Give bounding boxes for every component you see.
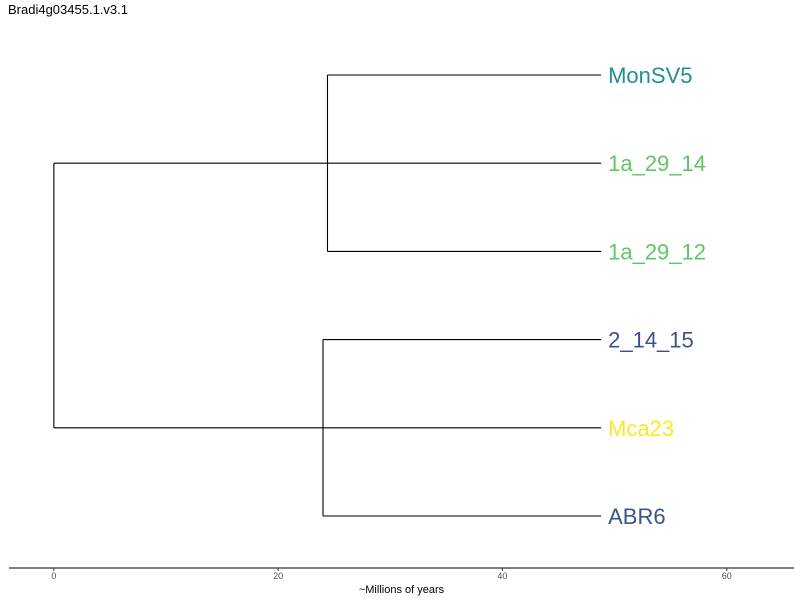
tip-label: ABR6 xyxy=(608,504,665,529)
tip-labels: MonSV5 1a_29_14 1a_29_12 2_14_15 Mca23 ABR6 xyxy=(608,63,706,529)
x-tick-label: 20 xyxy=(273,571,283,581)
x-axis-title: ~Millions of years xyxy=(359,584,445,596)
tip-label: 2_14_15 xyxy=(608,328,694,353)
tip-label: 1a_29_12 xyxy=(608,239,706,264)
x-axis: 0 20 40 60 xyxy=(9,567,794,581)
x-tick-label: 60 xyxy=(722,571,732,581)
tip-label: 1a_29_14 xyxy=(608,151,706,176)
tip-label: MonSV5 xyxy=(608,63,692,88)
x-tick-label: 40 xyxy=(497,571,507,581)
tip-label: Mca23 xyxy=(608,416,674,441)
x-tick-label: 0 xyxy=(51,571,56,581)
page-title: Bradi4g03455.1.v3.1 xyxy=(8,2,128,17)
tree-branches xyxy=(53,74,602,517)
